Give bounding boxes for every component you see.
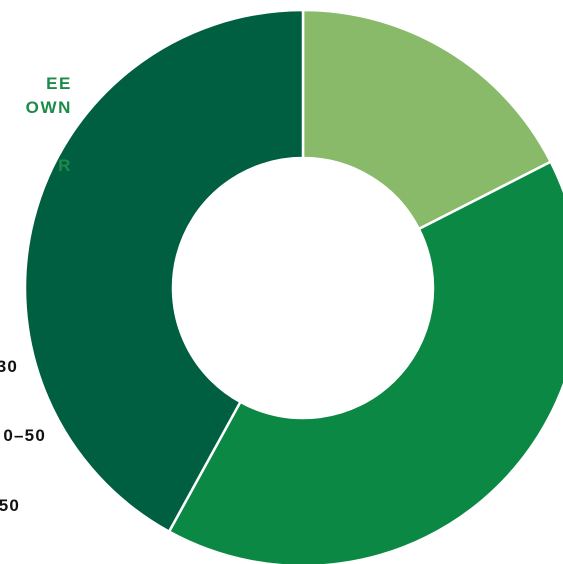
legend-item-50: 50 <box>0 496 20 515</box>
legend-item-30: 30 <box>0 357 18 376</box>
donut-slice-50 <box>301 8 553 231</box>
legend-heading: EE OWN R <box>0 72 72 178</box>
donut-slice-30 <box>23 8 305 534</box>
legend-heading-line-2: OWN <box>25 98 72 117</box>
legend-item-0-50: 0–50 <box>3 426 46 445</box>
donut-slice-0-50 <box>167 160 563 564</box>
legend-heading-line-1: EE <box>46 74 72 93</box>
legend-heading-line-3: R <box>58 156 72 175</box>
